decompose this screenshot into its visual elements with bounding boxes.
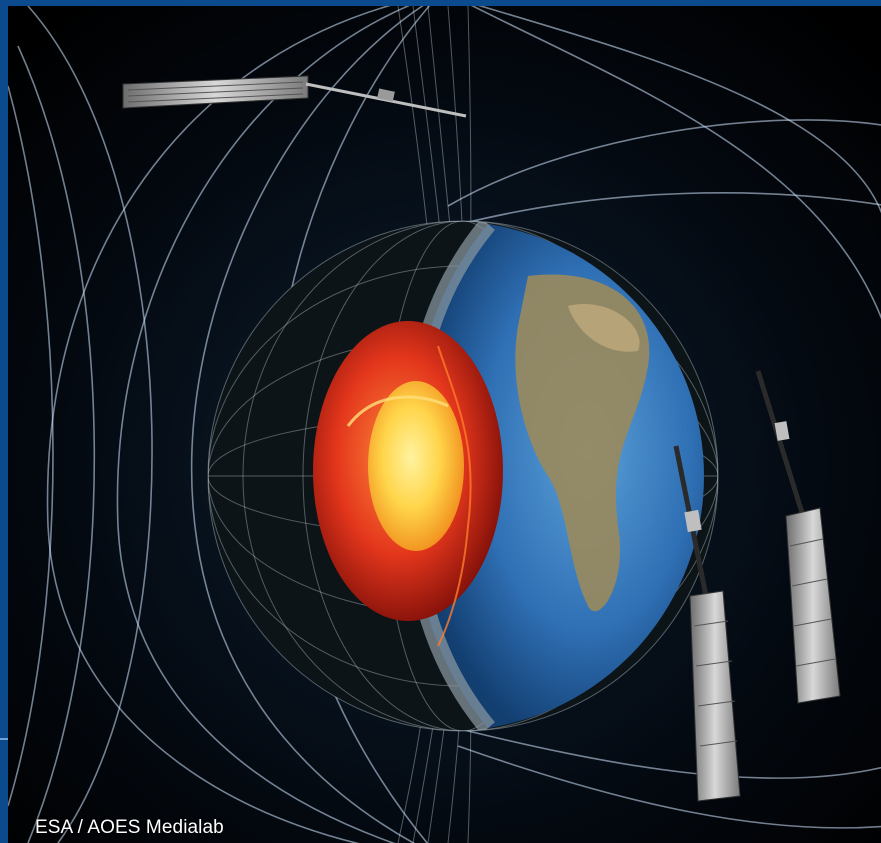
illustration-scene: ESA / AOES Medialab [8, 6, 881, 843]
artwork-svg [8, 6, 881, 843]
field-lines [8, 6, 881, 843]
earth-globe [207, 220, 719, 732]
satellite-top [122, 75, 467, 118]
inner-core [368, 381, 464, 551]
satellite-swarm-b [755, 370, 841, 704]
image-credit: ESA / AOES Medialab [35, 817, 224, 838]
land-sahara [568, 304, 640, 352]
frame-rule [0, 738, 8, 740]
land-africa-europe [515, 274, 650, 612]
satellite-swarm-a [673, 445, 741, 802]
